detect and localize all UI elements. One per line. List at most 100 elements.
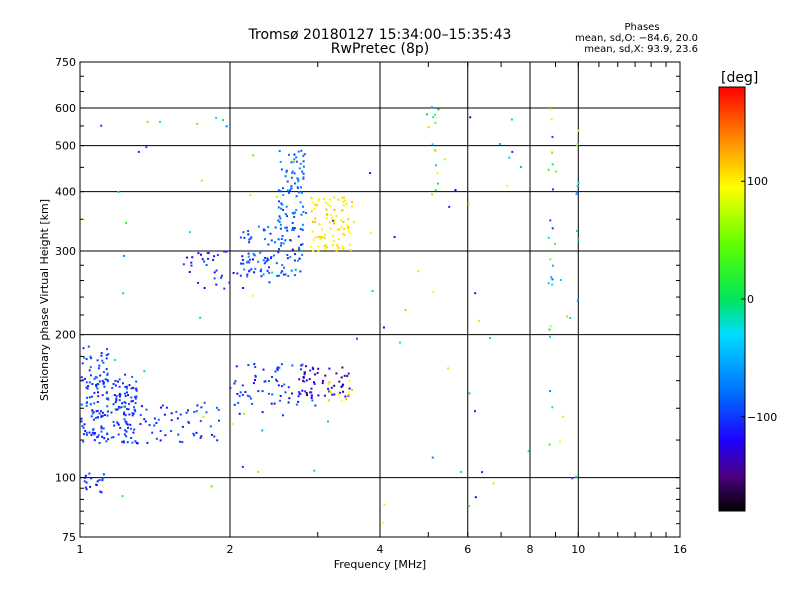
echo-point: [478, 319, 480, 322]
echo-point: [270, 239, 273, 242]
echo-point: [335, 372, 338, 375]
echo-point: [100, 425, 103, 428]
echo-point: [317, 367, 320, 370]
echo-point: [262, 273, 265, 276]
echo-point: [125, 435, 128, 438]
echo-point: [104, 378, 107, 381]
echo-point: [383, 503, 386, 506]
echo-point: [577, 238, 580, 241]
echo-point: [83, 423, 86, 426]
echo-point: [130, 387, 133, 390]
echo-point: [277, 238, 280, 241]
echo-point: [124, 392, 126, 395]
echo-point: [125, 421, 128, 424]
echo-point: [134, 402, 137, 405]
echo-point: [96, 387, 99, 390]
echo-point: [132, 431, 135, 434]
echo-point: [551, 135, 554, 138]
echo-point: [285, 205, 288, 208]
phase-stats-o: mean, sd,O: −84.6, 20.0: [575, 33, 698, 44]
echo-point: [299, 162, 302, 165]
echo-point: [239, 274, 242, 277]
echo-point: [316, 204, 318, 207]
echo-point: [498, 143, 501, 145]
echo-point: [165, 406, 168, 409]
echo-point: [254, 366, 257, 368]
echo-point: [328, 390, 331, 393]
echo-point: [343, 234, 346, 236]
echo-point: [82, 440, 85, 443]
echo-point: [552, 188, 554, 191]
echo-point: [193, 434, 196, 437]
echo-point: [100, 414, 103, 417]
echo-point: [135, 380, 138, 383]
echo-point: [101, 414, 104, 417]
echo-point: [242, 262, 245, 265]
echo-point: [235, 365, 238, 368]
echo-point: [328, 198, 331, 201]
echo-point: [551, 150, 553, 153]
echo-point: [110, 436, 113, 439]
echo-point: [286, 257, 289, 260]
echo-point: [436, 172, 439, 175]
echo-point: [324, 233, 326, 236]
echo-point: [427, 126, 430, 129]
echo-point: [80, 376, 83, 379]
echo-point: [240, 262, 243, 265]
x-tick-label: 8: [527, 543, 534, 556]
echo-point: [133, 406, 135, 409]
echo-point: [112, 403, 115, 406]
echo-point: [159, 439, 162, 442]
echo-point: [344, 199, 347, 202]
echo-point: [91, 431, 94, 434]
echo-point: [87, 345, 90, 348]
echo-point: [155, 437, 158, 440]
echo-point: [340, 376, 343, 379]
echo-point: [350, 249, 353, 252]
y-tick-label: 400: [55, 186, 76, 199]
echo-point: [468, 392, 471, 395]
echo-point: [276, 366, 279, 369]
echo-point: [85, 481, 88, 484]
echo-point: [103, 414, 106, 416]
echo-point: [100, 427, 103, 430]
echo-point: [323, 245, 326, 248]
echo-point: [434, 189, 437, 192]
echo-point: [112, 420, 115, 423]
echo-point: [117, 423, 120, 426]
echo-point: [210, 433, 213, 436]
echo-point: [100, 410, 102, 413]
echo-point: [197, 281, 199, 284]
echo-point: [107, 398, 110, 401]
echo-point: [335, 249, 338, 252]
echo-point: [369, 232, 372, 235]
echo-point: [209, 425, 212, 428]
echo-point: [296, 259, 299, 262]
echo-point: [232, 272, 235, 274]
echo-point: [554, 242, 557, 245]
echo-point: [133, 408, 136, 411]
echo-point: [237, 401, 240, 404]
echo-point: [328, 221, 331, 224]
echo-point: [190, 261, 193, 264]
echo-point: [212, 259, 215, 261]
echo-point: [297, 178, 300, 181]
echo-point: [85, 488, 88, 491]
echo-point: [280, 238, 283, 240]
echo-point: [302, 379, 304, 382]
echo-point: [177, 433, 180, 436]
echo-point: [549, 335, 551, 338]
echo-point: [127, 426, 129, 429]
echo-point: [302, 172, 305, 175]
echo-point: [347, 218, 350, 221]
echo-point: [338, 391, 341, 394]
echo-point: [95, 484, 98, 486]
echo-point: [547, 236, 550, 239]
echo-point: [82, 347, 85, 350]
x-axis-label: Frequency [MHz]: [334, 558, 426, 571]
echo-point: [242, 231, 245, 234]
echo-point: [399, 341, 401, 344]
echo-point: [93, 433, 96, 436]
echo-point: [312, 368, 315, 370]
echo-point: [293, 227, 296, 230]
